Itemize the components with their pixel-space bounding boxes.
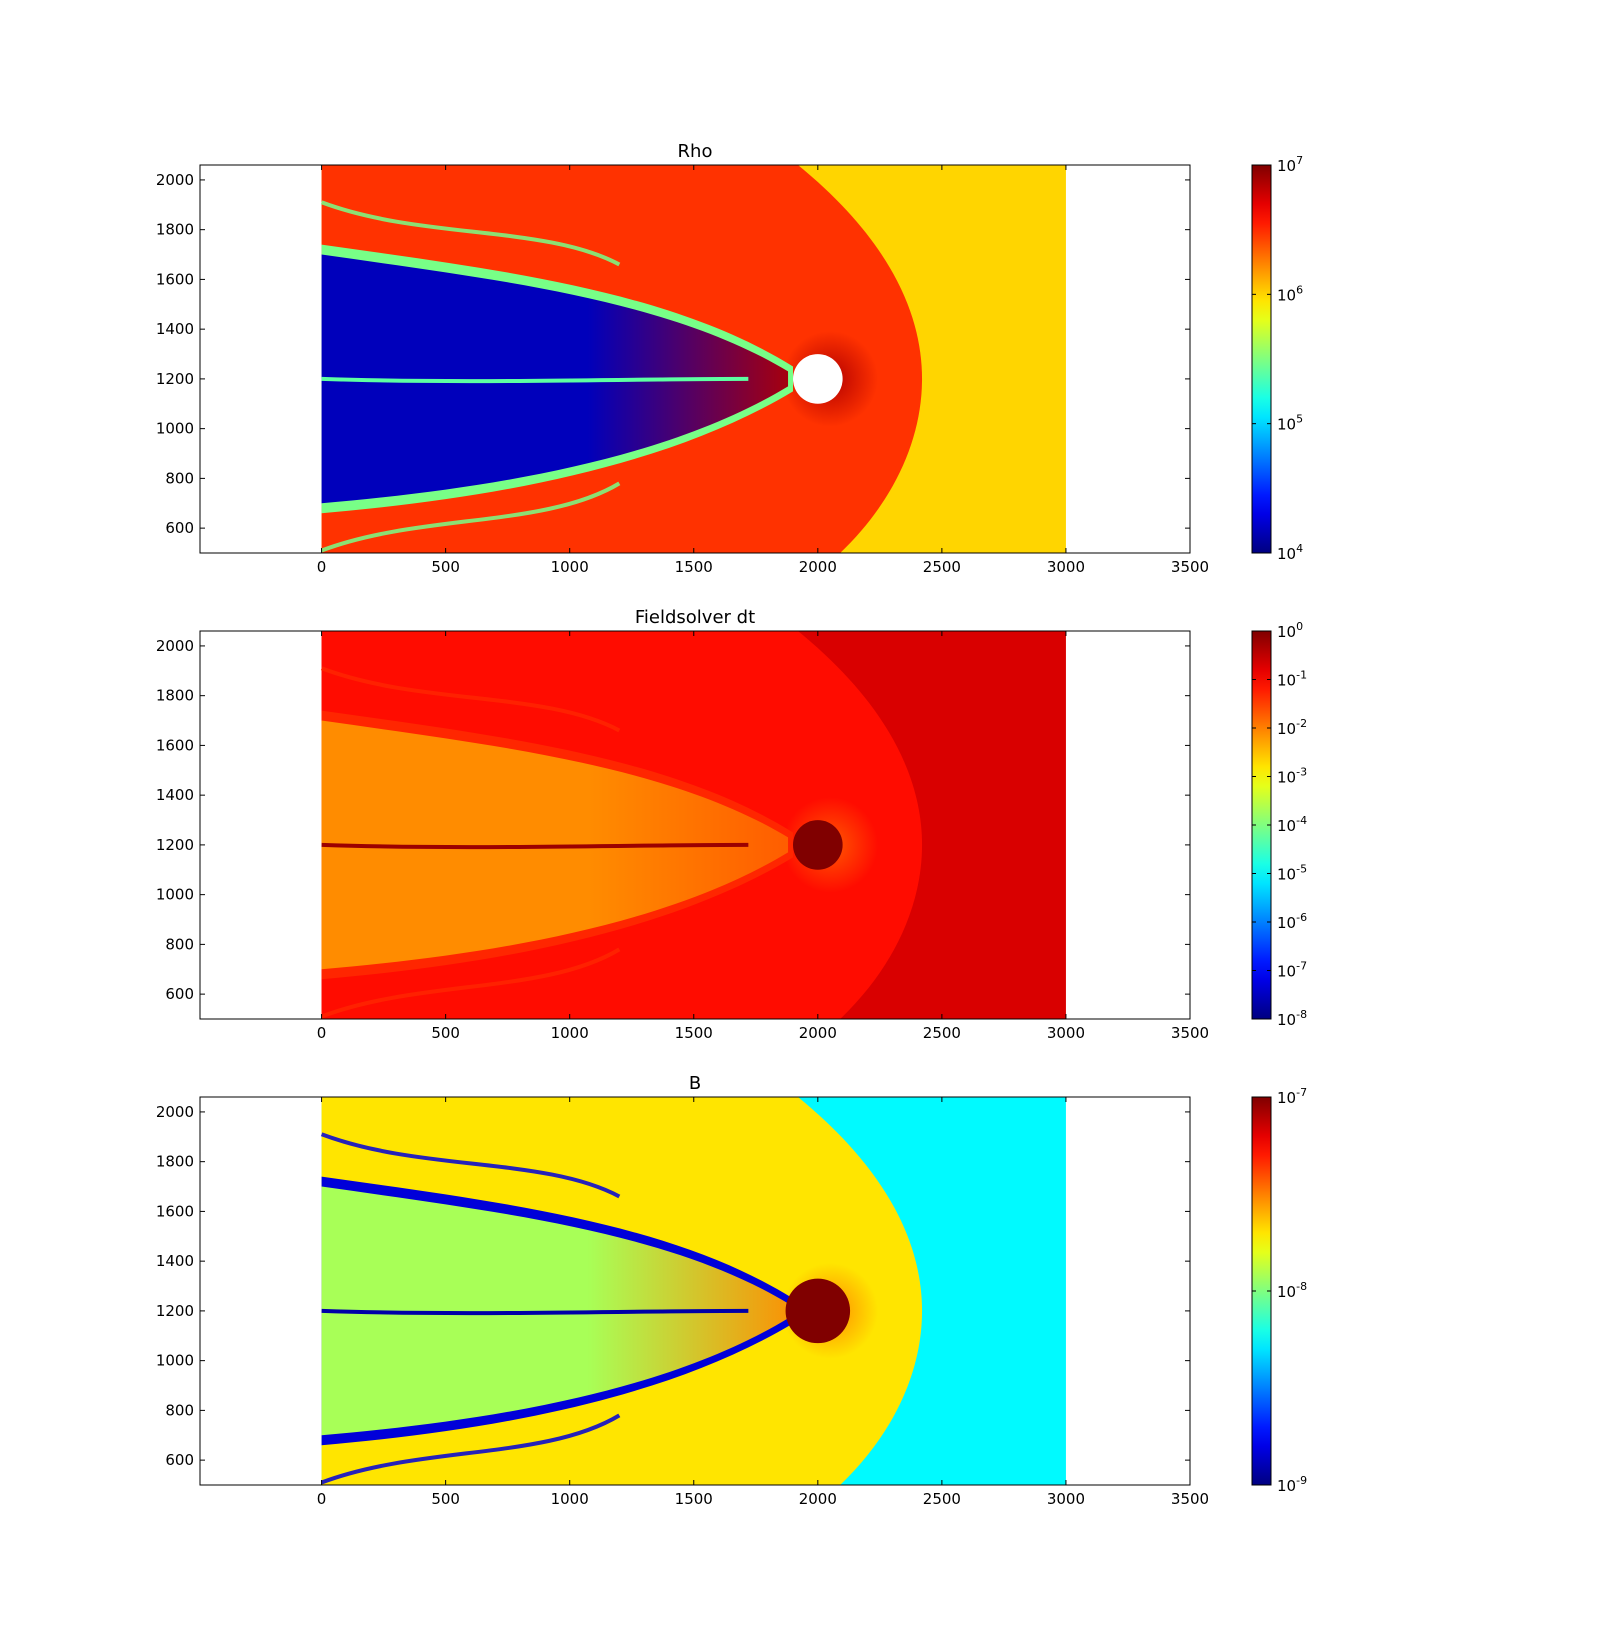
obstacle (793, 354, 843, 404)
heatmap-field (320, 1097, 1066, 1485)
axes-frame (199, 630, 1191, 1020)
vortex-streak-bottom (320, 481, 621, 553)
x-tick-label: 3500 (1171, 558, 1209, 576)
x-tick-label: 3000 (1047, 1490, 1085, 1508)
y-tick-label: 600 (165, 1451, 194, 1469)
y-tick-label: 1400 (156, 1252, 194, 1270)
x-tick-label: 2000 (799, 1490, 837, 1508)
colorbar-tick-label: 100 (1277, 620, 1303, 641)
x-tick-label: 1000 (551, 1024, 589, 1042)
y-tick-label: 800 (165, 469, 194, 487)
colorbar-tick-label: 10-3 (1277, 766, 1307, 787)
colorbar-tick-label: 10-9 (1277, 1474, 1307, 1495)
x-tick-label: 3000 (1047, 1024, 1085, 1042)
y-tick-label: 1600 (156, 270, 194, 288)
vortex-streak-top (320, 200, 621, 267)
y-tick-label: 800 (165, 1401, 194, 1419)
x-tick-label: 1500 (675, 558, 713, 576)
x-tick-label: 500 (431, 558, 460, 576)
x-tick-label: 0 (317, 1024, 327, 1042)
x-tick-label: 2000 (799, 1024, 837, 1042)
colorbar-tick-label: 107 (1277, 154, 1303, 175)
colorbar-tick-label: 10-8 (1277, 1008, 1307, 1029)
y-tick-label: 600 (165, 519, 194, 537)
x-tick-label: 3000 (1047, 558, 1085, 576)
panel-3: B 0 500 1000 1500 2000 2500 3000 3500 600 800 1000 1… (156, 1073, 1307, 1508)
vortex-streak-bottom (320, 1413, 621, 1485)
x-tick-label: 500 (431, 1490, 460, 1508)
x-tick-label: 3500 (1171, 1490, 1209, 1508)
y-tick-label: 1800 (156, 221, 194, 239)
x-tick-label: 500 (431, 1024, 460, 1042)
colorbar-tick-label: 106 (1277, 283, 1303, 304)
current-sheet (321, 1308, 749, 1316)
x-tick-label: 3500 (1171, 1024, 1209, 1042)
colorbar-tick-label: 10-1 (1277, 669, 1307, 690)
colorbar-tick-label: 10-2 (1277, 717, 1307, 738)
colorbar-tick-label: 10-8 (1277, 1280, 1307, 1301)
colorbar-tick-label: 10-4 (1277, 814, 1307, 835)
y-tick-label: 1600 (156, 736, 194, 754)
colorbar-tick-label: 105 (1277, 413, 1303, 434)
vortex-streak-top (320, 666, 621, 733)
chart-title: Rho (678, 141, 713, 162)
y-tick-label: 600 (165, 985, 194, 1003)
heatmap-field (320, 165, 1066, 553)
y-tick-label: 2000 (156, 637, 194, 655)
x-tick-label: 2500 (923, 1490, 961, 1508)
chart-title: B (689, 1073, 701, 1094)
chart-title: Fieldsolver dt (635, 607, 755, 628)
colorbar-tick-label: 10-6 (1277, 911, 1307, 932)
x-tick-label: 1000 (551, 558, 589, 576)
y-tick-label: 1400 (156, 786, 194, 804)
axes-frame (199, 164, 1191, 554)
y-tick-label: 1000 (156, 886, 194, 904)
y-tick-label: 2000 (156, 171, 194, 189)
x-tick-label: 0 (317, 1490, 327, 1508)
current-sheet (321, 842, 749, 850)
y-tick-label: 1000 (156, 1352, 194, 1370)
vortex-streak-bottom (320, 947, 621, 1019)
x-tick-label: 1500 (675, 1490, 713, 1508)
y-tick-label: 1400 (156, 320, 194, 338)
y-tick-label: 1800 (156, 687, 194, 705)
x-tick-label: 2500 (923, 558, 961, 576)
colorbar-tick-label: 104 (1277, 542, 1303, 563)
panel-2: Fieldsolver dt 0 500 1000 1500 2000 2500 3000 35… (156, 607, 1307, 1042)
axes-frame (199, 1096, 1191, 1486)
y-tick-label: 1600 (156, 1202, 194, 1220)
y-tick-label: 1200 (156, 836, 194, 854)
colorbar-tick-label: 10-7 (1277, 960, 1307, 981)
colorbar-tick-label: 10-7 (1277, 1086, 1307, 1107)
x-tick-label: 2000 (799, 558, 837, 576)
obstacle (785, 1278, 851, 1344)
x-tick-label: 2500 (923, 1024, 961, 1042)
current-sheet (321, 376, 749, 384)
x-tick-label: 1000 (551, 1490, 589, 1508)
x-tick-label: 0 (317, 558, 327, 576)
colorbar (1251, 164, 1272, 554)
heatmap-field (320, 631, 1066, 1019)
y-tick-label: 1200 (156, 1302, 194, 1320)
x-tick-label: 1500 (675, 1024, 713, 1042)
y-tick-label: 1800 (156, 1153, 194, 1171)
y-tick-label: 2000 (156, 1103, 194, 1121)
panel-1: Rho 0 500 1000 1500 2000 2500 3000 3500 600 800 100… (156, 141, 1303, 576)
obstacle (793, 820, 843, 870)
y-tick-label: 1200 (156, 370, 194, 388)
colorbar-tick-label: 10-5 (1277, 863, 1307, 884)
y-tick-label: 1000 (156, 420, 194, 438)
y-tick-label: 800 (165, 935, 194, 953)
vortex-streak-top (320, 1132, 621, 1199)
